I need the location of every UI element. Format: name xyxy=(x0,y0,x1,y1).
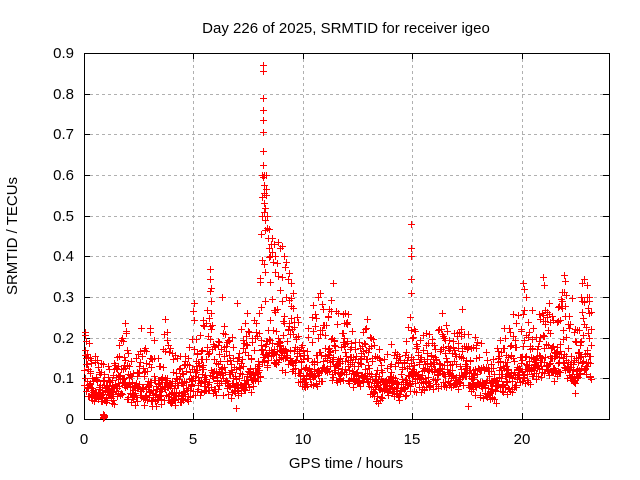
srmtid-scatter-series xyxy=(81,62,595,422)
y-tick-label: 0.7 xyxy=(53,126,74,143)
tick-labels: 0 5 10 15 20 0 0.1 0.2 0.3 0.4 0.5 0.6 0.7 0.8 0.9 xyxy=(53,45,530,448)
y-tick-label: 0.1 xyxy=(53,370,74,387)
y-tick-label: 0.9 xyxy=(53,45,74,62)
data-points xyxy=(81,62,595,422)
x-axis-label: GPS time / hours xyxy=(289,455,403,472)
grid-lines xyxy=(84,53,609,419)
y-tick-label: 0.3 xyxy=(53,289,74,306)
x-tick-label: 5 xyxy=(189,431,197,448)
x-tick-label: 10 xyxy=(295,431,312,448)
y-tick-label: 0.8 xyxy=(53,86,74,103)
x-tick-label: 20 xyxy=(514,431,531,448)
plot-border xyxy=(84,53,610,420)
y-tick-label: 0.5 xyxy=(53,208,74,225)
x-tick-label: 15 xyxy=(404,431,421,448)
y-axis-label: SRMTID / TECUs xyxy=(4,177,21,295)
axis-ticks xyxy=(84,53,609,420)
y-tick-label: 0 xyxy=(66,411,74,428)
y-tick-label: 0.6 xyxy=(53,167,74,184)
y-tick-label: 0.2 xyxy=(53,330,74,347)
chart-title: Day 226 of 2025, SRMTID for receiver ige… xyxy=(202,20,490,37)
y-tick-label: 0.4 xyxy=(53,248,74,265)
x-tick-label: 0 xyxy=(80,431,88,448)
